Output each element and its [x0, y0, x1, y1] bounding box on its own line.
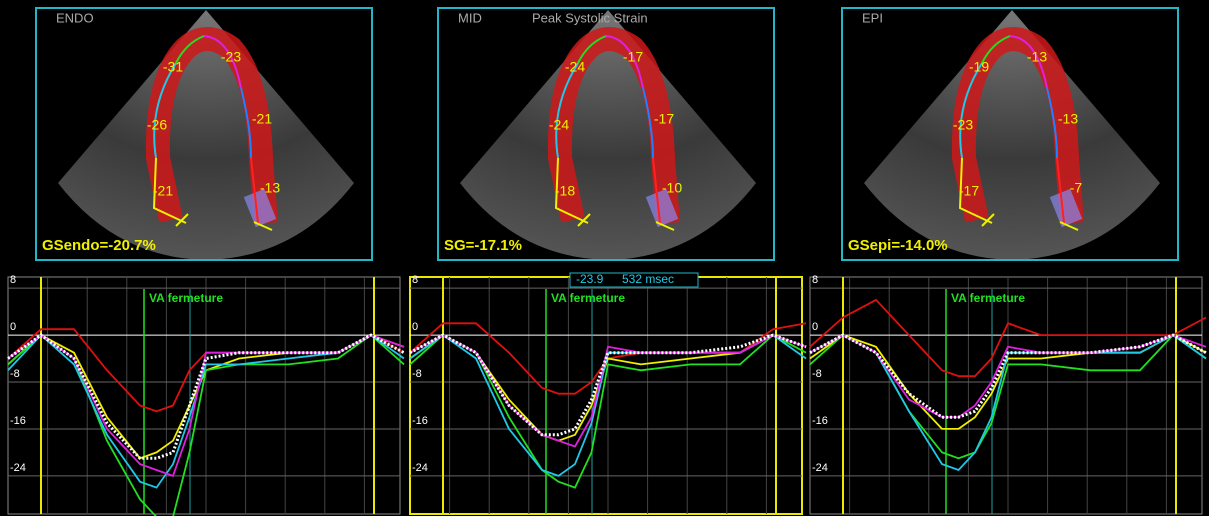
panel-frame: [841, 7, 1179, 261]
trace-yellow: [554, 157, 589, 224]
base-marker: [981, 213, 1079, 231]
segment-strain: -13: [1058, 111, 1078, 127]
ultrasound-fan: [460, 10, 756, 260]
ultrasound-fan: [58, 10, 354, 260]
y-tick-label: -16: [412, 415, 428, 427]
annotation: VA fermeture: [551, 291, 625, 305]
y-tick-label: -8: [812, 368, 822, 380]
trace-magenta: [605, 35, 644, 89]
y-tick-label: -8: [412, 368, 422, 380]
chart-frame: [809, 276, 1203, 515]
myocardium: [547, 27, 680, 224]
segment-strain: -17: [623, 49, 643, 65]
segment-strain: -23: [953, 117, 973, 133]
trace-yellow: [958, 157, 993, 224]
segment-strain: -7: [1070, 180, 1083, 196]
trace-magenta: [203, 35, 242, 89]
chart-frame: [409, 276, 803, 515]
segment-strain: -17: [654, 111, 674, 127]
segment-strain: -13: [260, 180, 280, 196]
cursor-time: 532 msec: [622, 272, 674, 286]
panel-frame: [35, 7, 373, 261]
annotation: VA fermeture: [951, 291, 1025, 305]
echo-panel: ENDO -31 -23 -26 -21 -21 -13 GSendo=-20.7%: [35, 7, 373, 261]
strain-curve: [7, 333, 405, 460]
global-strain: SG=-17.1%: [444, 237, 522, 254]
segment-strain: -21: [153, 183, 173, 199]
strain-curve: [7, 333, 405, 489]
y-tick-label: -24: [412, 462, 428, 474]
trace-red: [652, 157, 661, 224]
cursor-value: -23.9: [576, 272, 604, 286]
y-tick-label: -24: [10, 462, 26, 474]
global-strain: GSendo=-20.7%: [42, 237, 156, 254]
strain-curve: [409, 334, 807, 489]
y-tick-label: 8: [412, 274, 418, 286]
segment-strain: -24: [565, 59, 585, 75]
global-strain: GSepi=-14.0%: [848, 237, 948, 254]
trace-blue: [1046, 87, 1058, 159]
trace-magenta: [1009, 35, 1048, 89]
y-tick-label: 0: [812, 321, 818, 333]
chart-frame: [7, 276, 401, 515]
trace-blue: [642, 87, 654, 159]
y-tick-label: 0: [412, 321, 418, 333]
echo-panel: MID Peak Systolic Strain -24 -17 -24 -17 -18 -1…: [437, 7, 775, 261]
cursor-readout-bg: [569, 272, 699, 288]
trace-blue: [240, 87, 252, 159]
strain-curve: [809, 334, 1207, 472]
segment-strain: -19: [969, 59, 989, 75]
annotation: VA fermeture: [149, 291, 223, 305]
strain-curve: [809, 298, 1207, 377]
trace-cyan: [153, 62, 177, 159]
trace-cyan: [959, 62, 983, 159]
trace-cyan: [555, 62, 579, 159]
y-tick-label: 0: [10, 321, 16, 333]
y-tick-label: 8: [812, 274, 818, 286]
panel-frame: [437, 7, 775, 261]
base-marker: [175, 213, 273, 231]
segment-strain: -18: [555, 183, 575, 199]
trace-green: [577, 35, 607, 64]
trace-green: [175, 35, 205, 64]
panel-label: EPI: [862, 10, 883, 25]
panel-label: MID: [458, 10, 482, 25]
strain-curve: [809, 333, 1207, 419]
segment-strain: -13: [1027, 49, 1047, 65]
myocardium: [145, 27, 278, 224]
strain-curve: [409, 333, 807, 437]
trace-red: [250, 157, 259, 224]
segment-strain: -23: [221, 49, 241, 65]
echo-panel: EPI -19 -13 -23 -13 -17 -7 GSepi=-14.0%: [841, 7, 1179, 261]
base-marker: [577, 213, 675, 231]
trace-red: [1056, 157, 1065, 224]
segment-strain: -31: [163, 59, 183, 75]
y-tick-label: -24: [812, 462, 828, 474]
segment-strain: -17: [959, 183, 979, 199]
y-tick-label: -16: [812, 415, 828, 427]
segment-strain: -26: [147, 117, 167, 133]
ultrasound-fan: [864, 10, 1160, 260]
panel-title: Peak Systolic Strain: [532, 10, 648, 25]
segment-strain: -24: [549, 117, 569, 133]
myocardium: [951, 27, 1084, 224]
trace-yellow: [152, 157, 187, 224]
segment-strain: -10: [662, 180, 682, 196]
y-tick-label: -16: [10, 415, 26, 427]
y-tick-label: -8: [10, 368, 20, 380]
panel-label: ENDO: [56, 10, 94, 25]
trace-green: [981, 35, 1011, 64]
y-tick-label: 8: [10, 274, 16, 286]
segment-strain: -21: [252, 111, 272, 127]
